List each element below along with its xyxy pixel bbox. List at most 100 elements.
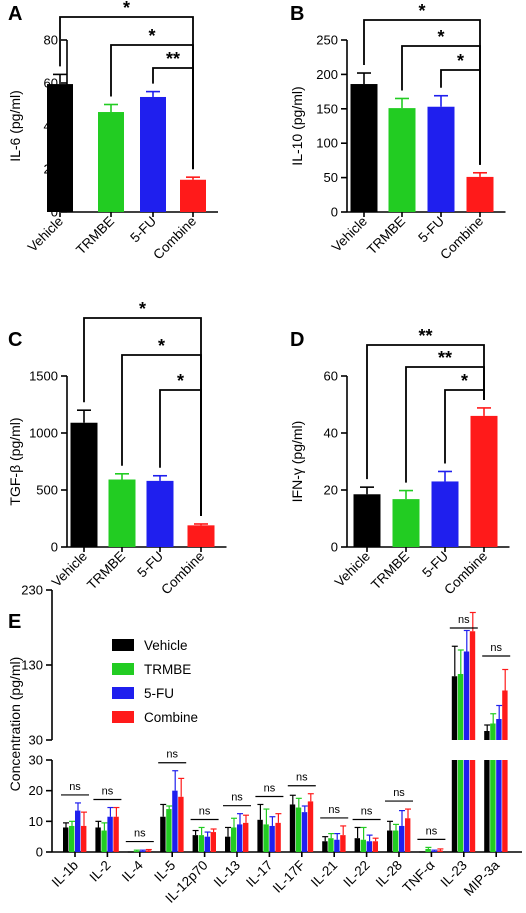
significance-marker: **: [166, 49, 180, 69]
bar-il-1b: [81, 825, 87, 852]
y-tick-label: 30: [29, 753, 43, 768]
panel-letter-c: C: [8, 329, 22, 351]
bar-combine: [180, 179, 206, 212]
panel-letter-e: E: [8, 611, 21, 633]
bar-il-5: [172, 790, 178, 852]
significance-marker: **: [438, 348, 452, 368]
y-tick-label: 0: [331, 540, 338, 555]
x-category-label: 5-FU: [415, 214, 447, 246]
bar-combine: [470, 415, 498, 547]
x-category-label: Combine: [437, 214, 486, 263]
y-tick-label: 80: [44, 33, 58, 48]
bar-vehicle: [350, 84, 378, 212]
x-category-label: TRMBE: [368, 549, 412, 593]
y-tick-label: 20: [324, 483, 338, 498]
bar-il-2: [95, 827, 101, 852]
bar-trmbe: [98, 112, 124, 212]
significance-bracket: [444, 389, 485, 464]
significance-marker: ns: [361, 805, 373, 817]
y-tick-label: 250: [316, 33, 338, 48]
y-tick-label: 0: [331, 205, 338, 220]
y-tick-label: 130: [21, 658, 43, 673]
bar-il-12p70: [204, 836, 210, 852]
bar-vehicle: [47, 84, 73, 212]
significance-marker: ns: [264, 782, 276, 794]
significance-marker: ns: [328, 804, 340, 816]
significance-bracket: [159, 389, 202, 516]
x-category-label: IL-5: [151, 858, 178, 885]
bar-il-28: [405, 818, 411, 852]
significance-marker: ns: [458, 614, 470, 626]
bar-il-4: [145, 850, 152, 852]
x-category-label: Combine: [158, 549, 207, 598]
y-tick-label: 0: [51, 540, 58, 555]
x-category-label: MIP-3a: [461, 857, 503, 899]
y-axis-label: IL-10 (pg/ml): [289, 86, 305, 165]
bar-il-23-upper: [457, 674, 464, 740]
bar-il-12p70: [210, 832, 216, 852]
x-category-label: IL-1b: [49, 858, 81, 890]
panel-letter-a: A: [8, 3, 22, 25]
x-category-label: Vehicle: [49, 549, 90, 590]
bar-il-17: [257, 819, 263, 852]
significance-marker: ns: [490, 642, 502, 654]
bar-il-13: [237, 824, 243, 852]
significance-marker: ns: [426, 825, 438, 837]
significance-marker: *: [457, 51, 464, 71]
panel-letter-b: B: [290, 3, 304, 25]
x-category-label: 5-FU: [419, 549, 451, 581]
bar-5-fu: [146, 480, 174, 547]
significance-bracket: [152, 67, 194, 170]
bar-vehicle: [353, 494, 381, 547]
y-tick-label: 60: [324, 369, 338, 384]
significance-bracket: [83, 317, 202, 516]
y-tick-label: 1500: [29, 369, 58, 384]
bar-trmbe: [388, 108, 416, 212]
bar-il-17: [269, 825, 275, 852]
y-axis-label: IL-6 (pg/ml): [7, 90, 23, 162]
x-category-label: TRMBE: [364, 214, 408, 258]
bar-il-17f: [301, 812, 308, 852]
x-category-label: IL-21: [308, 858, 340, 890]
bar-il-23-lower: [463, 760, 470, 852]
bar-il-5: [166, 809, 172, 852]
bar-mip-3a-lower: [484, 760, 490, 852]
x-category-label: IL-4: [119, 857, 146, 884]
significance-bracket: [405, 366, 485, 483]
bar-il-23-lower: [457, 760, 464, 852]
y-tick-label: 0: [36, 845, 43, 860]
bar-vehicle: [70, 422, 98, 547]
significance-marker: **: [418, 326, 432, 346]
bar-il-1b: [69, 825, 75, 852]
significance-marker: *: [139, 299, 146, 319]
bar-il-21: [334, 839, 340, 852]
y-axis-label: IFN-γ (pg/ml): [289, 421, 305, 503]
bar-mip-3a-upper: [490, 723, 496, 740]
legend-label: Combine: [144, 710, 198, 725]
bar-il-23-upper: [451, 676, 458, 740]
x-category-label: Vehicle: [25, 214, 66, 255]
legend-swatch-combine: [112, 711, 134, 723]
significance-marker: *: [123, 0, 130, 18]
bar-tnf-α: [431, 851, 437, 852]
x-category-label: Vehicle: [332, 549, 373, 590]
bar-5-fu: [431, 481, 459, 547]
significance-bracket: [366, 344, 485, 480]
bar-mip-3a-upper: [484, 731, 490, 740]
bar-il-5: [178, 796, 184, 852]
bar-il-23-lower: [451, 760, 458, 852]
y-tick-label: 150: [316, 101, 338, 116]
x-category-label: TRMBE: [84, 549, 128, 593]
bar-il-21: [322, 841, 328, 852]
bar-il-21: [340, 835, 346, 852]
bar-il-13: [243, 822, 249, 852]
bar-il-4: [139, 851, 146, 852]
x-category-label: 5-FU: [134, 549, 166, 581]
bar-il-2: [113, 816, 119, 852]
significance-marker: ns: [296, 772, 308, 784]
bar-mip-3a-lower: [490, 760, 496, 852]
x-category-label: TRMBE: [73, 214, 117, 258]
x-category-label: Combine: [441, 549, 490, 598]
y-tick-label: 1000: [29, 426, 58, 441]
